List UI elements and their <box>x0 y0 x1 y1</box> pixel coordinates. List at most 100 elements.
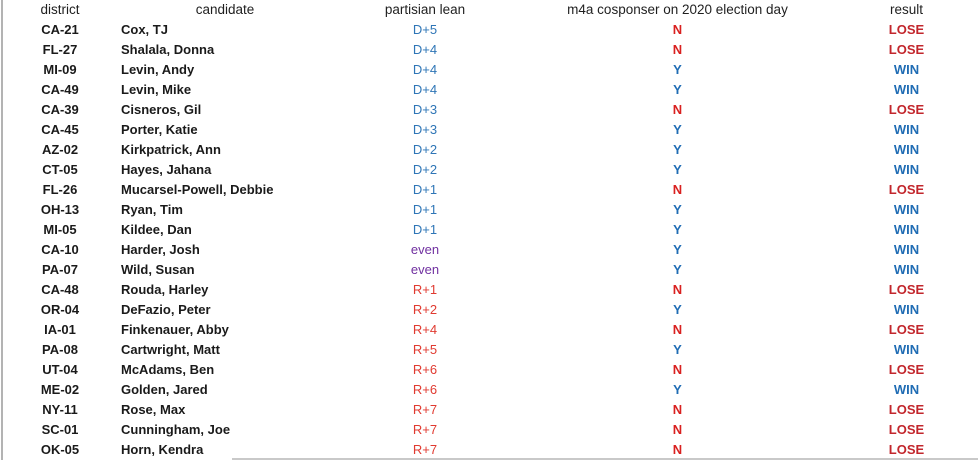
cell-candidate: McAdams, Ben <box>121 362 215 377</box>
cell-result: WIN <box>893 82 920 97</box>
cell-candidate: Hayes, Jahana <box>121 162 212 177</box>
cell-district: OK-05 <box>40 442 80 457</box>
cell-result: LOSE <box>888 182 925 197</box>
cell-m4a-cosponsor: N <box>672 442 683 457</box>
cell-candidate: Golden, Jared <box>121 382 208 397</box>
cell-candidate: Kildee, Dan <box>121 222 192 237</box>
header-partisan-lean: partisian lean <box>384 2 466 17</box>
table-row: NY-11 Rose, Max R+7 N LOSE <box>0 400 978 420</box>
cell-partisan-lean: R+5 <box>412 342 438 357</box>
table-row: PA-08 Cartwright, Matt R+5 Y WIN <box>0 340 978 360</box>
cell-candidate: Rouda, Harley <box>121 282 209 297</box>
cell-partisan-lean: R+7 <box>412 442 438 457</box>
cell-partisan-lean: D+3 <box>412 102 438 117</box>
cell-candidate: Wild, Susan <box>121 262 195 277</box>
cell-candidate: Cisneros, Gil <box>121 102 202 117</box>
cell-candidate: Rose, Max <box>121 402 186 417</box>
table-row: CA-45 Porter, Katie D+3 Y WIN <box>0 120 978 140</box>
cell-m4a-cosponsor: N <box>672 322 683 337</box>
cell-partisan-lean: D+5 <box>412 22 438 37</box>
cell-candidate: Horn, Kendra <box>121 442 204 457</box>
cell-partisan-lean: D+1 <box>412 182 438 197</box>
cell-district: OH-13 <box>40 202 80 217</box>
table-row: CA-10 Harder, Josh even Y WIN <box>0 240 978 260</box>
table-row: CA-21 Cox, TJ D+5 N LOSE <box>0 20 978 40</box>
cell-partisan-lean: R+4 <box>412 322 438 337</box>
cell-partisan-lean: D+2 <box>412 162 438 177</box>
cell-m4a-cosponsor: Y <box>673 302 682 317</box>
bottom-gridline <box>232 458 978 460</box>
table-row: IA-01 Finkenauer, Abby R+4 N LOSE <box>0 320 978 340</box>
cell-candidate: Ryan, Tim <box>121 202 183 217</box>
cell-m4a-cosponsor: N <box>672 282 683 297</box>
cell-m4a-cosponsor: N <box>672 42 683 57</box>
header-district: district <box>40 2 80 17</box>
cell-result: LOSE <box>888 282 925 297</box>
cell-partisan-lean: R+2 <box>412 302 438 317</box>
cell-candidate: Levin, Mike <box>121 82 192 97</box>
cell-m4a-cosponsor: N <box>672 362 683 377</box>
table-row: AZ-02 Kirkpatrick, Ann D+2 Y WIN <box>0 140 978 160</box>
cell-m4a-cosponsor: N <box>672 182 683 197</box>
cell-result: WIN <box>893 302 920 317</box>
cell-result: WIN <box>893 222 920 237</box>
cell-candidate: Cox, TJ <box>121 22 168 37</box>
table-row: PA-07 Wild, Susan even Y WIN <box>0 260 978 280</box>
cell-district: CA-21 <box>41 22 79 37</box>
cell-district: PA-07 <box>42 262 78 277</box>
cell-district: NY-11 <box>42 402 78 417</box>
cell-candidate: Finkenauer, Abby <box>121 322 229 337</box>
cell-result: LOSE <box>888 442 925 457</box>
cell-partisan-lean: R+7 <box>412 402 438 417</box>
cell-m4a-cosponsor: Y <box>673 242 682 257</box>
cell-result: LOSE <box>888 102 925 117</box>
table-row: ME-02 Golden, Jared R+6 Y WIN <box>0 380 978 400</box>
cell-partisan-lean: D+4 <box>412 62 438 77</box>
cell-partisan-lean: D+1 <box>412 222 438 237</box>
cell-district: MI-05 <box>43 222 77 237</box>
cell-candidate: Cunningham, Joe <box>121 422 231 437</box>
table-row: MI-09 Levin, Andy D+4 Y WIN <box>0 60 978 80</box>
cell-district: ME-02 <box>40 382 80 397</box>
cell-candidate: Kirkpatrick, Ann <box>121 142 221 157</box>
cell-m4a-cosponsor: Y <box>673 162 682 177</box>
left-gridline <box>1 0 3 460</box>
table-row: OH-13 Ryan, Tim D+1 Y WIN <box>0 200 978 220</box>
cell-partisan-lean: D+2 <box>412 142 438 157</box>
cell-district: CA-39 <box>41 102 79 117</box>
cell-district: CA-45 <box>41 122 79 137</box>
cell-result: WIN <box>893 162 920 177</box>
cell-district: CA-49 <box>41 82 79 97</box>
table-row: FL-26 Mucarsel-Powell, Debbie D+1 N LOSE <box>0 180 978 200</box>
cell-candidate: Cartwright, Matt <box>121 342 220 357</box>
cell-candidate: Harder, Josh <box>121 242 200 257</box>
cell-partisan-lean: even <box>410 262 440 277</box>
cell-result: LOSE <box>888 322 925 337</box>
cell-candidate: Shalala, Donna <box>121 42 215 57</box>
cell-result: LOSE <box>888 402 925 417</box>
cell-district: CT-05 <box>42 162 78 177</box>
cell-m4a-cosponsor: N <box>672 402 683 417</box>
cell-result: WIN <box>893 122 920 137</box>
table-row: OR-04 DeFazio, Peter R+2 Y WIN <box>0 300 978 320</box>
cell-result: WIN <box>893 242 920 257</box>
cell-district: PA-08 <box>42 342 78 357</box>
cell-result: LOSE <box>888 362 925 377</box>
cell-m4a-cosponsor: Y <box>673 122 682 137</box>
cell-m4a-cosponsor: Y <box>673 382 682 397</box>
cell-district: FL-26 <box>42 182 78 197</box>
cell-result: LOSE <box>888 22 925 37</box>
cell-m4a-cosponsor: Y <box>673 262 682 277</box>
table-header-row: district candidate partisian lean m4a co… <box>0 0 978 20</box>
cell-result: WIN <box>893 142 920 157</box>
cell-result: LOSE <box>888 422 925 437</box>
cell-partisan-lean: D+3 <box>412 122 438 137</box>
cell-candidate: Porter, Katie <box>121 122 198 137</box>
cell-partisan-lean: D+4 <box>412 42 438 57</box>
cell-district: FL-27 <box>42 42 78 57</box>
cell-district: MI-09 <box>43 62 77 77</box>
table-row: CA-39 Cisneros, Gil D+3 N LOSE <box>0 100 978 120</box>
cell-district: CA-48 <box>41 282 79 297</box>
